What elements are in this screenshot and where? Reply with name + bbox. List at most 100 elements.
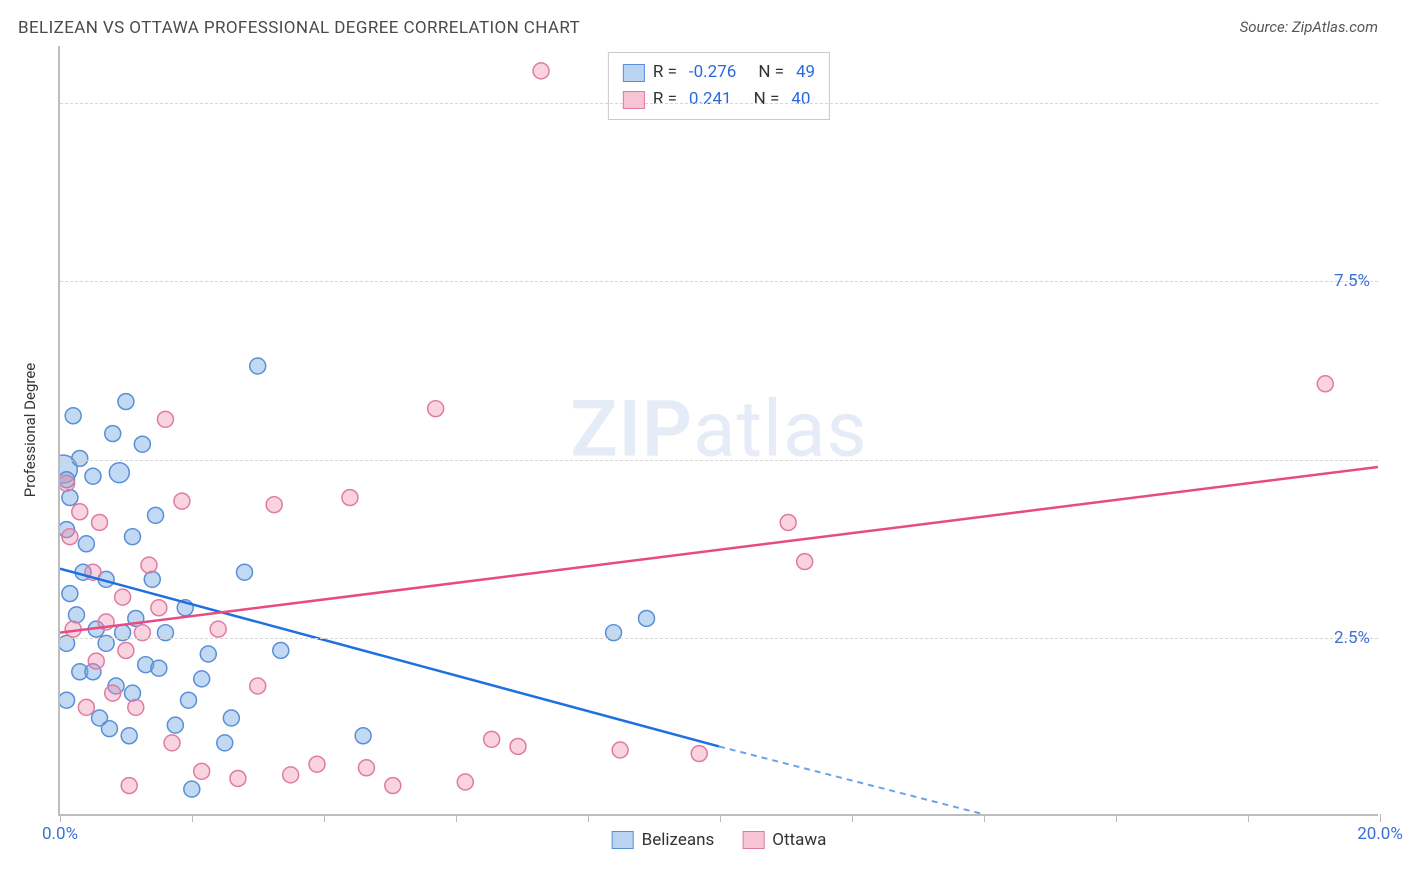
legend-label: Belizeans — [642, 830, 715, 850]
scatter-point — [691, 746, 707, 762]
scatter-point — [273, 642, 289, 658]
scatter-point — [118, 642, 134, 658]
x-tick — [192, 814, 193, 822]
legend-swatch — [623, 64, 645, 82]
scatter-point — [144, 571, 160, 587]
scatter-point — [533, 63, 549, 79]
scatter-point — [85, 664, 101, 680]
scatter-point — [138, 657, 154, 673]
scatter-point — [510, 738, 526, 754]
scatter-point — [98, 571, 114, 587]
scatter-point — [60, 692, 75, 708]
scatter-point — [65, 621, 81, 637]
scatter-point — [109, 463, 129, 483]
scatter-point — [60, 475, 75, 491]
scatter-point — [108, 678, 124, 694]
y-tick-label: 7.5% — [1334, 271, 1370, 291]
scatter-point — [164, 735, 180, 751]
scatter-point — [309, 756, 325, 772]
scatter-point — [75, 564, 91, 580]
scatter-point — [612, 742, 628, 758]
scatter-point — [92, 514, 108, 530]
scatter-point — [88, 621, 104, 637]
scatter-point — [88, 653, 104, 669]
n-label: N = — [754, 86, 780, 113]
scatter-point — [230, 770, 246, 786]
scatter-point — [62, 586, 78, 602]
legend-row: R =-0.276N =49 — [623, 59, 815, 86]
scatter-point — [457, 774, 473, 790]
scatter-point — [181, 692, 197, 708]
legend-swatch — [742, 831, 764, 849]
legend-item: Ottawa — [742, 830, 826, 850]
scatter-point — [101, 721, 117, 737]
scatter-point — [780, 514, 796, 530]
scatter-point — [62, 529, 78, 545]
correlation-legend: R =-0.276N =49R =0.241N =40 — [608, 52, 830, 120]
scatter-point — [358, 760, 374, 776]
scatter-point — [266, 497, 282, 513]
scatter-point — [184, 781, 200, 797]
gridline — [60, 281, 1378, 282]
scatter-point — [385, 778, 401, 794]
scatter-point — [121, 778, 137, 794]
scatter-point — [151, 660, 167, 676]
scatter-point — [283, 767, 299, 783]
scatter-point — [60, 522, 75, 538]
x-tick — [852, 814, 853, 822]
chart-svg — [60, 46, 1378, 814]
plot-area: Professional Degree ZIPatlas R =-0.276N … — [58, 46, 1378, 816]
scatter-point — [797, 554, 813, 570]
scatter-point — [1317, 376, 1333, 392]
scatter-point — [92, 710, 108, 726]
scatter-point — [355, 728, 371, 744]
y-axis-label: Professional Degree — [21, 363, 39, 498]
legend-swatch — [612, 831, 634, 849]
scatter-point — [115, 589, 131, 605]
chart-container: Professional Degree ZIPatlas R =-0.276N … — [18, 46, 1388, 846]
gridline — [60, 638, 1378, 639]
scatter-point — [85, 468, 101, 484]
x-tick — [456, 814, 457, 822]
scatter-point — [174, 493, 190, 509]
n-value: 49 — [796, 59, 815, 86]
regression-line — [60, 467, 1378, 633]
scatter-point — [194, 763, 210, 779]
scatter-point — [125, 685, 141, 701]
scatter-point — [177, 600, 193, 616]
source-credit: Source: ZipAtlas.com — [1240, 18, 1378, 36]
scatter-point — [128, 699, 144, 715]
legend-row: R =0.241N =40 — [623, 86, 815, 113]
scatter-point — [200, 646, 216, 662]
scatter-point — [151, 600, 167, 616]
scatter-point — [98, 614, 114, 630]
scatter-point — [223, 710, 239, 726]
r-value: 0.241 — [689, 86, 732, 113]
scatter-point — [105, 685, 121, 701]
scatter-point — [237, 564, 253, 580]
scatter-point — [484, 731, 500, 747]
scatter-point — [62, 490, 78, 506]
scatter-point — [194, 671, 210, 687]
x-tick — [720, 814, 721, 822]
n-label: N = — [758, 59, 784, 86]
scatter-point — [72, 664, 88, 680]
scatter-point — [60, 472, 75, 488]
scatter-point — [85, 564, 101, 580]
scatter-point — [141, 557, 157, 573]
scatter-point — [65, 408, 81, 424]
legend-item: Belizeans — [612, 830, 715, 850]
x-tick — [324, 814, 325, 822]
scatter-point — [78, 699, 94, 715]
x-tick — [588, 814, 589, 822]
scatter-point — [134, 436, 150, 452]
x-tick — [984, 814, 985, 822]
scatter-point — [78, 536, 94, 552]
x-tick-label: 0.0% — [42, 824, 78, 844]
scatter-point — [250, 678, 266, 694]
scatter-point — [167, 717, 183, 733]
legend-swatch — [623, 91, 645, 109]
x-tick-label: 20.0% — [1357, 824, 1403, 844]
series-legend: Belizeans Ottawa — [612, 830, 827, 850]
r-label: R = — [653, 86, 677, 113]
